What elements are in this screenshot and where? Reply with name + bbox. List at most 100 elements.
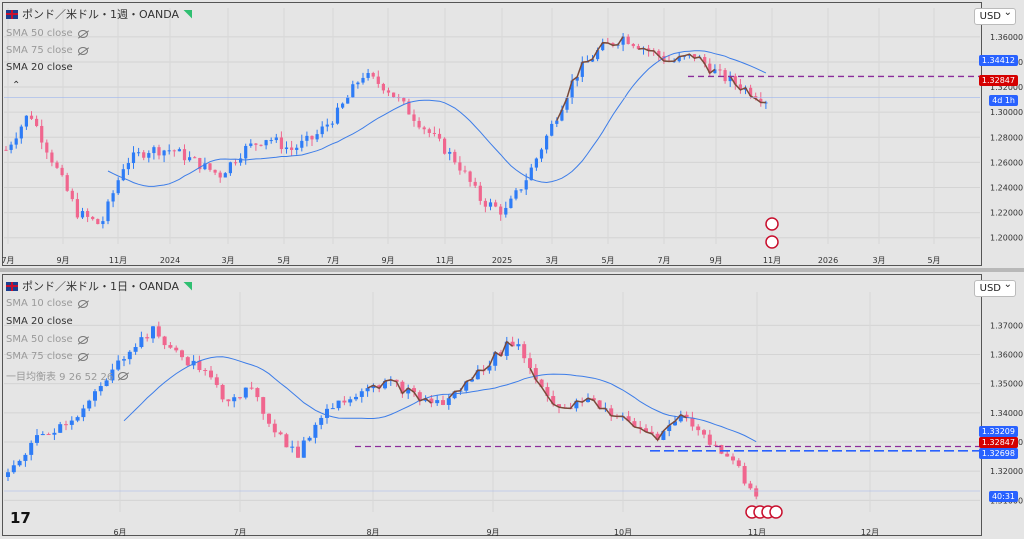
- candle-body: [17, 460, 22, 466]
- candle-body: [371, 73, 375, 77]
- candle-body: [93, 391, 97, 401]
- candle-body: [198, 157, 202, 170]
- legend-sma75-top[interactable]: SMA 75 close: [6, 45, 88, 56]
- eye-off-icon[interactable]: [77, 335, 88, 344]
- candle-body: [151, 326, 155, 339]
- legend-sma10-bot[interactable]: SMA 10 close: [6, 298, 88, 309]
- candle-body: [9, 144, 13, 150]
- candle-body: [86, 211, 90, 217]
- eye-off-icon[interactable]: [77, 352, 88, 361]
- candle-body: [377, 385, 382, 389]
- candle-body: [188, 157, 192, 161]
- daily-chart-pane[interactable]: 1.370001.360001.350001.340001.330001.320…: [0, 272, 1024, 539]
- candle-body: [601, 42, 605, 51]
- candle-body: [23, 454, 28, 461]
- legend-sma75-bot[interactable]: SMA 75 close: [6, 351, 88, 362]
- daily-chart-title[interactable]: ポンド／米ドル・1日・OANDA: [6, 278, 193, 294]
- candle-body: [142, 152, 146, 158]
- candle-body: [366, 73, 370, 78]
- candle-body: [626, 416, 631, 422]
- candle-body: [713, 444, 718, 446]
- candle-body: [19, 126, 23, 139]
- candle-body: [70, 190, 74, 200]
- candle-body: [407, 101, 411, 115]
- eye-off-icon[interactable]: [77, 46, 88, 55]
- candle-body: [208, 163, 212, 170]
- price-tick-label: 1.36000: [990, 33, 1023, 42]
- candle-body: [509, 198, 513, 208]
- price-tick-label: 1.36000: [990, 351, 1023, 360]
- candle-body: [565, 98, 569, 110]
- price-tick-label: 1.32000: [990, 467, 1023, 476]
- candle-body: [731, 456, 735, 461]
- time-tick-label: 5月: [927, 256, 940, 265]
- drawn-wave-line: [448, 340, 514, 399]
- candle-body: [261, 397, 266, 414]
- weekly-chart-canvas[interactable]: 1.360001.340001.320001.300001.280001.260…: [0, 0, 1024, 268]
- weekly-chart-title[interactable]: ポンド／米ドル・1週・OANDA: [6, 6, 193, 22]
- weekly-chart-pane[interactable]: 1.360001.340001.320001.300001.280001.260…: [0, 0, 1024, 268]
- candle-body: [621, 36, 625, 45]
- candle-body: [371, 385, 376, 389]
- candle-body: [473, 181, 477, 186]
- price-tag-sma: 1.34412: [978, 55, 1018, 66]
- candle-body: [736, 460, 741, 467]
- drawn-wave-line: [556, 36, 624, 121]
- time-tick-label: 8月: [366, 528, 379, 537]
- legend-sma50-bot[interactable]: SMA 50 close: [6, 334, 88, 345]
- candle-body: [284, 434, 289, 448]
- candle-body: [319, 417, 324, 425]
- eye-off-icon[interactable]: [77, 299, 88, 308]
- legend-sma20-bot[interactable]: SMA 20 close: [6, 316, 73, 327]
- price-tag-countdown: 40:31: [988, 491, 1018, 502]
- eye-off-icon[interactable]: [118, 371, 129, 380]
- candle-body: [244, 145, 248, 159]
- time-tick-label: 7月: [233, 528, 246, 537]
- legend-label: SMA 50 close: [6, 334, 73, 345]
- candle-body: [470, 379, 474, 382]
- candle-body: [341, 103, 345, 108]
- time-tick-label: 12月: [861, 528, 879, 537]
- pane-divider[interactable]: [0, 268, 1024, 272]
- drawn-wave-line: [529, 367, 595, 410]
- candle-body: [272, 423, 277, 433]
- candle-body: [590, 59, 595, 62]
- currency-selector-bot[interactable]: USD: [973, 279, 1016, 297]
- economic-event-icon: [765, 235, 779, 249]
- candle-body: [137, 152, 141, 154]
- time-tick-label: 7月: [1, 256, 14, 265]
- candle-body: [468, 171, 472, 182]
- candle-body: [611, 43, 615, 46]
- legend-sma20-top[interactable]: SMA 20 close: [6, 62, 73, 73]
- candle-body: [539, 379, 544, 388]
- collapse-legend-icon[interactable]: ⌃: [12, 80, 21, 91]
- eye-off-icon[interactable]: [77, 29, 88, 38]
- legend-ichimoku-bot[interactable]: 一目均衡表 9 26 52 26: [6, 368, 129, 383]
- candle-body: [315, 134, 319, 140]
- candle-body: [346, 97, 350, 104]
- tradingview-logo-icon[interactable]: 17: [10, 509, 31, 527]
- candle-body: [586, 398, 590, 403]
- candle-body: [533, 368, 538, 380]
- candle-body: [81, 408, 86, 418]
- time-tick-label: 10月: [614, 528, 632, 537]
- time-tick-label: 2026: [818, 256, 838, 265]
- candle-body: [60, 167, 64, 176]
- candle-body: [168, 345, 173, 348]
- time-tick-label: 6月: [113, 528, 126, 537]
- legend-label: SMA 75 close: [6, 45, 73, 56]
- candle-body: [267, 413, 271, 424]
- candle-body: [145, 337, 150, 339]
- candle-body: [394, 379, 399, 382]
- candle-body: [662, 55, 666, 61]
- candle-body: [560, 109, 564, 121]
- candle-body: [417, 120, 421, 128]
- candle-body: [111, 193, 115, 202]
- daily-chart-canvas[interactable]: 1.370001.360001.350001.340001.330001.320…: [0, 272, 1024, 539]
- candle-body: [116, 360, 121, 370]
- weekly-chart-frame: [2, 2, 982, 266]
- candle-body: [458, 162, 462, 171]
- currency-selector-top[interactable]: USD: [973, 7, 1016, 25]
- candle-body: [597, 400, 602, 409]
- legend-sma50-top[interactable]: SMA 50 close: [6, 28, 88, 39]
